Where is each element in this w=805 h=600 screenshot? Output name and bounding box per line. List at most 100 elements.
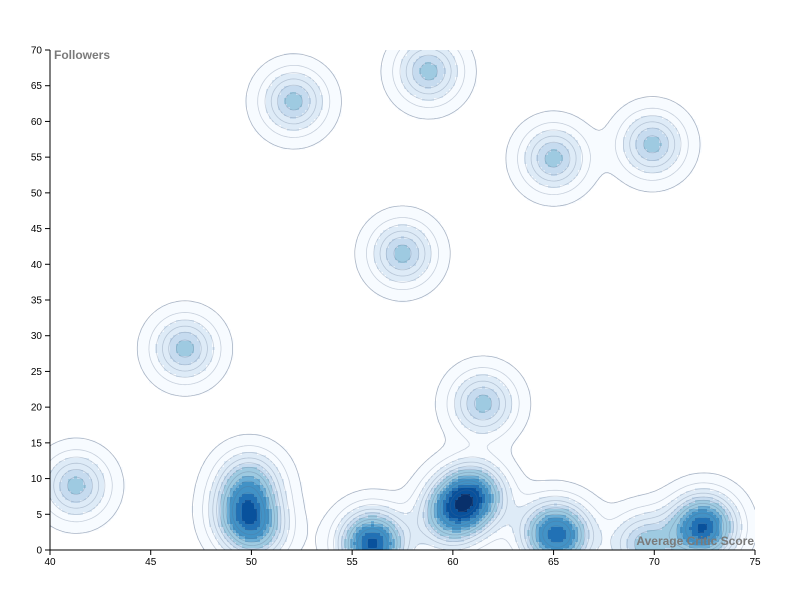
density-cell <box>410 266 414 270</box>
density-cell <box>668 107 672 111</box>
density-cell <box>326 80 330 84</box>
density-cell <box>278 68 282 72</box>
density-cell <box>569 149 573 153</box>
density-cell <box>425 224 429 228</box>
density-cell <box>323 83 327 87</box>
density-cell <box>308 65 312 69</box>
density-cell <box>389 62 393 66</box>
density-cell <box>554 137 558 141</box>
density-cell <box>548 134 552 138</box>
density-cell <box>431 272 435 276</box>
density-cell <box>374 233 378 237</box>
density-cell <box>281 56 285 60</box>
density-cell <box>632 125 636 129</box>
density-cell <box>632 101 636 105</box>
density-cell <box>386 80 390 84</box>
density-cell <box>578 131 582 135</box>
density-cell <box>305 59 309 63</box>
density-cell <box>662 113 666 117</box>
density-cell <box>575 122 579 126</box>
density-cell <box>581 179 585 183</box>
density-cell <box>425 92 429 96</box>
density-cell <box>254 92 258 96</box>
density-cell <box>557 140 561 144</box>
density-cell <box>659 131 663 135</box>
density-cell <box>689 131 693 135</box>
density-cell <box>677 149 681 153</box>
density-cell <box>416 224 420 228</box>
density-cell <box>596 134 600 138</box>
density-cell <box>419 269 423 273</box>
density-cell <box>254 107 258 111</box>
density-cell <box>278 95 282 99</box>
density-cell <box>431 269 435 273</box>
density-cell <box>662 179 666 183</box>
density-cell <box>584 137 588 141</box>
density-cell <box>317 122 321 126</box>
density-cell <box>311 95 315 99</box>
density-cell <box>401 209 405 213</box>
density-cell <box>290 128 294 132</box>
density-cell <box>395 236 399 240</box>
density-cell <box>593 140 597 144</box>
density-cell <box>374 251 378 255</box>
density-cell <box>302 98 306 102</box>
density-cell <box>440 68 444 72</box>
density-cell <box>587 170 591 174</box>
density-cell <box>416 209 420 213</box>
density-cell <box>608 140 612 144</box>
density-cell <box>260 71 264 75</box>
density-cell <box>524 179 528 183</box>
density-cell <box>392 92 396 96</box>
density-cell <box>626 182 630 186</box>
density-cell <box>518 188 522 192</box>
density-cell <box>449 98 453 102</box>
density-cell <box>599 134 603 138</box>
density-cell <box>269 125 273 129</box>
density-cell <box>377 257 381 261</box>
density-cell <box>638 164 642 168</box>
density-cell <box>569 116 573 120</box>
density-cell <box>554 110 558 114</box>
density-cell <box>431 230 435 234</box>
density-cell <box>572 155 576 159</box>
density-cell <box>428 281 432 285</box>
density-cell <box>683 113 687 117</box>
density-cell <box>398 212 402 216</box>
density-cell <box>440 62 444 66</box>
density-cell <box>257 92 261 96</box>
density-cell <box>389 269 393 273</box>
density-cell <box>617 131 621 135</box>
density-cell <box>533 125 537 129</box>
density-cell <box>428 104 432 108</box>
density-cell <box>668 185 672 189</box>
density-cell <box>335 110 339 114</box>
density-cell <box>683 161 687 165</box>
density-cell <box>575 182 579 186</box>
density-cell <box>383 230 387 234</box>
density-cell <box>413 101 417 105</box>
density-cell <box>281 122 285 126</box>
density-cell <box>641 131 645 135</box>
density-cell <box>299 146 303 150</box>
density-cell <box>413 221 417 225</box>
density-cell <box>395 65 399 69</box>
density-cell <box>326 128 330 132</box>
density-cell <box>611 146 615 150</box>
density-cell <box>695 146 699 150</box>
density-cell <box>419 257 423 261</box>
density-cell <box>398 221 402 225</box>
density-cell <box>311 107 315 111</box>
density-cell <box>416 236 420 240</box>
density-cell <box>317 65 321 69</box>
density-cell <box>413 77 417 81</box>
density-cell <box>269 89 273 93</box>
density-cell <box>545 110 549 114</box>
density-cell <box>380 71 384 75</box>
density-cell <box>653 134 657 138</box>
density-cell <box>668 182 672 186</box>
density-cell <box>434 260 438 264</box>
density-cell <box>368 269 372 273</box>
density-cell <box>275 122 279 126</box>
density-cell <box>428 74 432 78</box>
